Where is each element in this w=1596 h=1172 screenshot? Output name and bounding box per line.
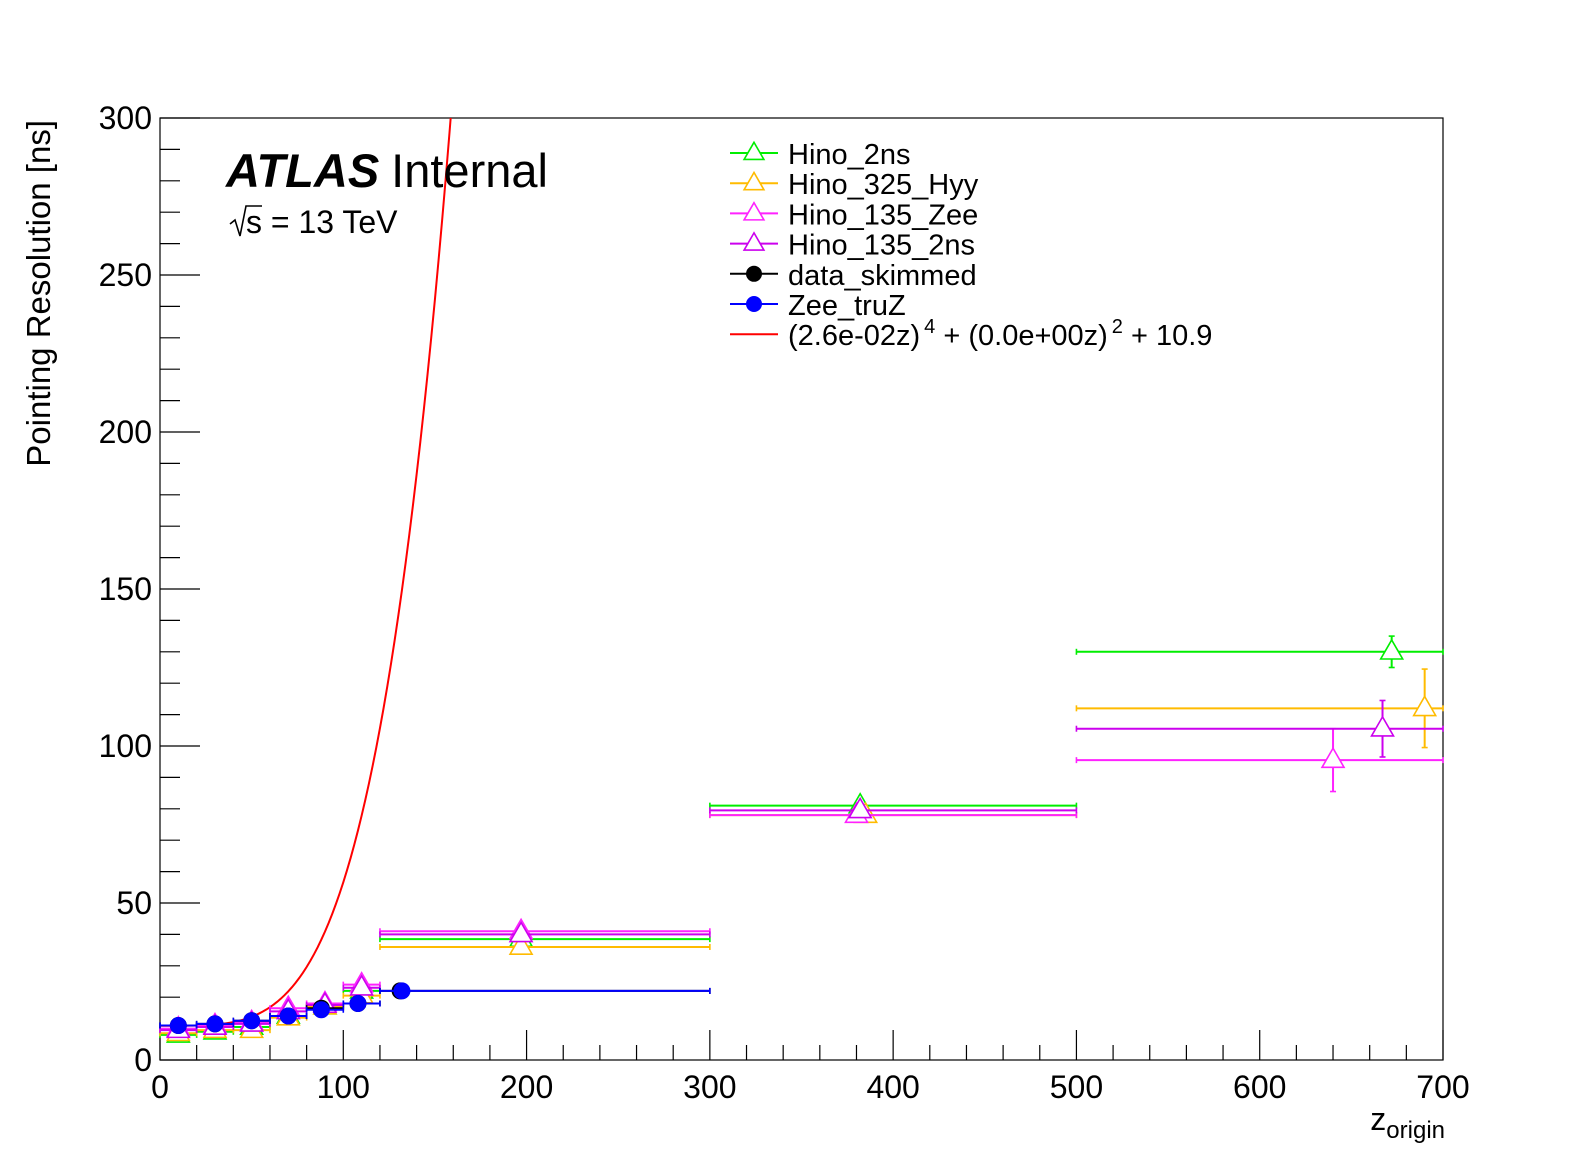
data-point xyxy=(349,974,374,996)
energy-label: s = 13 TeV xyxy=(229,204,398,240)
plot-area xyxy=(159,118,1444,1043)
x-tick-label: 700 xyxy=(1416,1069,1469,1105)
legend-item: Hino_2ns xyxy=(730,139,911,171)
legend-item: Hino_135_2ns xyxy=(730,230,975,262)
y-tick-label: 0 xyxy=(134,1042,152,1078)
data-point xyxy=(393,982,411,1000)
x-axis-label: zorigin xyxy=(1370,1101,1445,1144)
legend-label: Hino_2ns xyxy=(788,139,911,171)
data-point xyxy=(312,1001,330,1019)
data-point xyxy=(349,994,367,1012)
x-tick-label: 400 xyxy=(866,1069,919,1105)
legend-marker xyxy=(746,296,762,312)
legend-marker xyxy=(742,231,766,251)
x-tick-label: 300 xyxy=(683,1069,736,1105)
fit-curve xyxy=(160,118,452,1027)
atlas-experiment: ATLAS xyxy=(225,144,379,197)
data-point xyxy=(279,1007,297,1025)
svg-text:s = 13 TeV: s = 13 TeV xyxy=(246,204,398,240)
data-point xyxy=(508,920,534,943)
x-tick-label: 0 xyxy=(151,1069,169,1105)
data-point xyxy=(243,1012,261,1030)
data-point xyxy=(1320,746,1346,769)
legend-label: Zee_truZ xyxy=(788,290,906,322)
legend-label: Hino_325_Hyy xyxy=(788,169,979,201)
x-tick-label: 600 xyxy=(1233,1069,1286,1105)
y-axis-label: Pointing Resolution [ns] xyxy=(20,120,57,467)
x-tick-label: 500 xyxy=(1050,1069,1103,1105)
legend-item: Zee_truZ xyxy=(730,290,906,322)
x-axis-label-main: z xyxy=(1370,1101,1386,1137)
legend-label: Hino_135_2ns xyxy=(788,230,975,262)
data-point xyxy=(1412,694,1438,717)
data-point xyxy=(508,933,534,955)
atlas-status: Internal xyxy=(391,144,548,197)
data-point xyxy=(206,1015,224,1033)
x-tick-label: 200 xyxy=(500,1069,553,1105)
data-point xyxy=(847,796,873,819)
data-point xyxy=(169,1016,187,1034)
data-point xyxy=(1379,638,1405,660)
series-Hino_2ns xyxy=(159,635,1444,1043)
y-tick-label: 50 xyxy=(116,885,152,921)
legend-item: Hino_325_Hyy xyxy=(730,169,979,201)
y-tick-label: 300 xyxy=(99,100,152,136)
legend-marker xyxy=(742,170,766,191)
axes: 0 100 200 300 400 500 600 700 0 50 100 150 200 250 300 xyxy=(99,100,1470,1105)
legend-label: data_skimmed xyxy=(788,260,977,292)
legend-label: Hino_135_Zee xyxy=(788,199,978,231)
energy-label-suffix: = 13 TeV xyxy=(262,204,398,240)
legend-marker xyxy=(742,140,766,161)
legend-item: Hino_135_Zee xyxy=(730,199,978,231)
legend: Hino_2nsHino_325_HyyHino_135_ZeeHino_135… xyxy=(730,139,1212,352)
series-Zee_truZ xyxy=(159,982,711,1034)
y-tick-label: 100 xyxy=(99,728,152,764)
y-tick-label: 200 xyxy=(99,414,152,450)
series-Hino_135_2ns xyxy=(159,699,1444,1039)
atlas-label: ATLAS Internal xyxy=(225,144,548,197)
y-tick-label: 250 xyxy=(99,257,152,293)
legend-marker xyxy=(746,265,762,282)
series-Hino_135_Zee xyxy=(159,727,1444,1037)
x-tick-label: 100 xyxy=(317,1069,370,1105)
data-point xyxy=(1370,715,1395,737)
legend-marker xyxy=(742,201,766,221)
legend-item-fit: (2.6e-02z) 4 + (0.0e+00z) 2 + 10.9 xyxy=(730,316,1212,352)
y-tick-label: 150 xyxy=(99,571,152,607)
legend-label-fit: (2.6e-02z) 4 + (0.0e+00z) 2 + 10.9 xyxy=(788,316,1212,352)
x-axis-label-subscript: origin xyxy=(1386,1117,1445,1144)
energy-label-prefix: s xyxy=(246,204,262,240)
legend-item: data_skimmed xyxy=(730,260,977,292)
sqrt-symbol xyxy=(229,205,262,237)
